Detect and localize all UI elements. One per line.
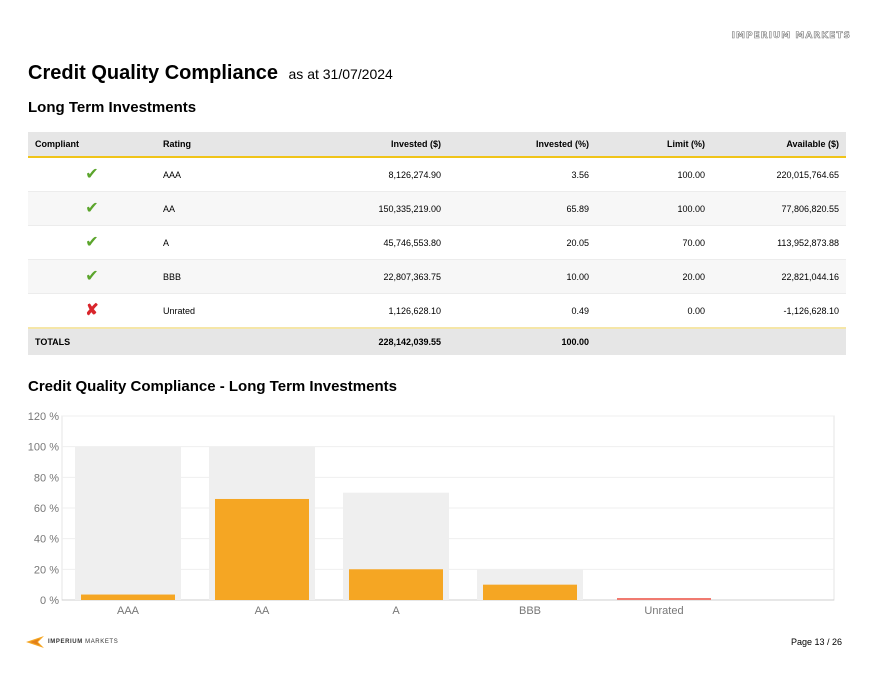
available-cell: 22,821,044.16 xyxy=(712,259,846,294)
rating-cell: Unrated xyxy=(156,293,260,329)
col-header-compliant: Compliant xyxy=(28,132,156,158)
invested-pct-cell: 10.00 xyxy=(448,259,596,294)
x-tick-label: AA xyxy=(255,605,270,617)
limit-cell: 100.00 xyxy=(596,157,712,192)
limit-cell: 100.00 xyxy=(596,191,712,226)
footer-brand: IMPERIUM MARKETS xyxy=(48,639,118,645)
invested-bar xyxy=(617,598,711,600)
totals-row: TOTALS 228,142,039.55 100.00 xyxy=(28,328,846,355)
invested-cell: 22,807,363.75 xyxy=(260,259,448,294)
footer-brand-bold: IMPERIUM xyxy=(48,639,83,645)
y-tick-label: 120 % xyxy=(28,411,59,423)
limit-cell: 70.00 xyxy=(596,225,712,260)
invested-bar xyxy=(483,584,577,600)
imperium-logo-icon xyxy=(26,636,44,648)
invested-cell: 45,746,553.80 xyxy=(260,225,448,260)
rating-cell: AA xyxy=(156,191,260,226)
page-title-date: as at 31/07/2024 xyxy=(288,66,393,82)
available-cell: 220,015,764.65 xyxy=(712,157,846,192)
totals-invested-pct: 100.00 xyxy=(448,328,596,355)
totals-invested: 228,142,039.55 xyxy=(260,328,448,355)
y-tick-label: 40 % xyxy=(34,534,59,546)
invested-pct-cell: 20.05 xyxy=(448,225,596,260)
page-number: Page 13 / 26 xyxy=(790,637,842,647)
compliance-bar-chart: 0 %20 %40 %60 %80 %100 %120 %AAA AA A BBB Un… xyxy=(28,411,835,617)
section-title-investments: Long Term Investments xyxy=(28,99,197,116)
available-cell: 113,952,873.88 xyxy=(712,225,846,260)
invested-pct-cell: 65.89 xyxy=(448,191,596,226)
invested-pct-cell: 0.49 xyxy=(448,293,596,329)
invested-cell: 8,126,274.90 xyxy=(260,157,448,192)
table-row: ✔ AA 150,335,219.00 65.89 100.00 77,806,… xyxy=(28,191,846,226)
section-title-chart: Credit Quality Compliance - Long Term In… xyxy=(28,378,397,395)
page-title: Credit Quality Compliance as at 31/07/20… xyxy=(28,62,393,85)
limit-cell: 0.00 xyxy=(596,293,712,329)
table-row: ✔ AAA 8,126,274.90 3.56 100.00 220,015,7… xyxy=(28,157,846,192)
available-cell: 77,806,820.55 xyxy=(712,191,846,226)
rating-cell: A xyxy=(156,225,260,260)
available-cell: -1,126,628.10 xyxy=(712,293,846,329)
footer-brand-light: MARKETS xyxy=(85,639,119,645)
totals-label: TOTALS xyxy=(28,328,156,355)
check-icon: ✔ xyxy=(85,199,99,217)
rating-cell: AAA xyxy=(156,157,260,192)
cross-icon: ✘ xyxy=(85,301,99,319)
x-tick-label: Unrated xyxy=(644,605,683,617)
col-header-invested-pct: Invested (%) xyxy=(448,132,596,158)
x-tick-label: A xyxy=(392,605,400,617)
col-header-rating: Rating xyxy=(156,132,260,158)
table-row: ✔ A 45,746,553.80 20.05 70.00 113,952,87… xyxy=(28,225,846,260)
investments-table: Compliant Rating Invested ($) Invested (… xyxy=(28,132,846,355)
page-title-main: Credit Quality Compliance xyxy=(28,62,279,84)
check-icon: ✔ xyxy=(85,233,99,251)
col-header-limit: Limit (%) xyxy=(596,132,712,158)
rating-cell: BBB xyxy=(156,259,260,294)
y-tick-label: 0 % xyxy=(40,595,59,607)
check-icon: ✔ xyxy=(85,267,99,285)
table-row: ✔ BBB 22,807,363.75 10.00 20.00 22,821,0… xyxy=(28,259,846,294)
invested-cell: 1,126,628.10 xyxy=(260,293,448,329)
y-tick-label: 60 % xyxy=(34,503,59,515)
invested-bar xyxy=(215,498,309,600)
table-row: ✘ Unrated 1,126,628.10 0.49 0.00 -1,126,… xyxy=(28,293,846,329)
x-tick-label: AAA xyxy=(117,605,140,617)
watermark-logo: IMPERIUM MARKETS xyxy=(731,31,851,42)
col-header-invested: Invested ($) xyxy=(260,132,448,158)
y-tick-label: 20 % xyxy=(34,564,59,576)
col-header-available: Available ($) xyxy=(712,132,846,158)
invested-bar xyxy=(349,569,443,600)
invested-cell: 150,335,219.00 xyxy=(260,191,448,226)
table-header-row: Compliant Rating Invested ($) Invested (… xyxy=(28,132,846,158)
footer-logo: IMPERIUM MARKETS xyxy=(26,636,118,648)
invested-bar xyxy=(81,594,175,600)
invested-pct-cell: 3.56 xyxy=(448,157,596,192)
y-tick-label: 100 % xyxy=(28,442,59,454)
x-tick-label: BBB xyxy=(519,605,541,617)
limit-cell: 20.00 xyxy=(596,259,712,294)
check-icon: ✔ xyxy=(85,165,99,183)
y-tick-label: 80 % xyxy=(34,472,59,484)
limit-bar xyxy=(75,446,181,600)
